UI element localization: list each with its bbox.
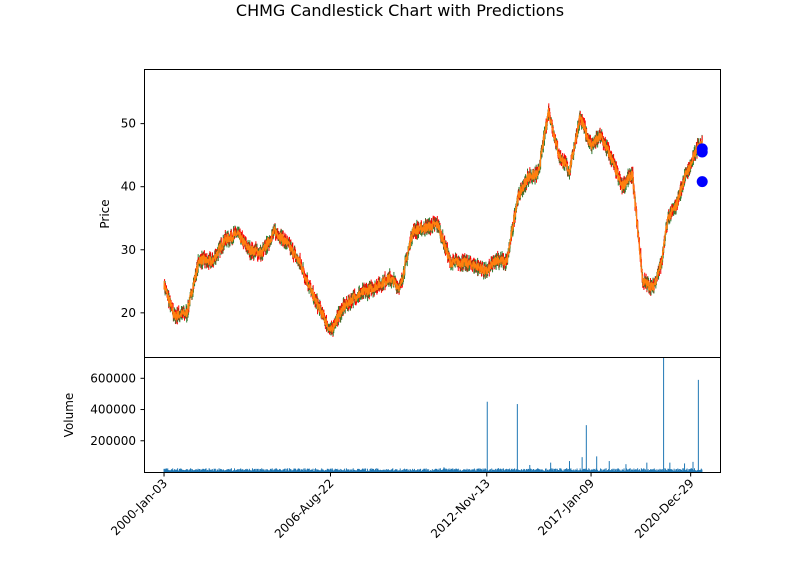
price-panel: 20 30 40 50 Price bbox=[98, 69, 721, 358]
price-axis-label: Price bbox=[98, 199, 112, 228]
price-y-tick-label: 50 bbox=[121, 117, 136, 131]
prediction-point bbox=[696, 176, 708, 188]
price-y-tick-label: 30 bbox=[121, 243, 136, 257]
price-y-axis: 20 30 40 50 bbox=[121, 117, 145, 320]
price-y-tick-label: 20 bbox=[121, 306, 136, 320]
chart-title: CHMG Candlestick Chart with Predictions bbox=[236, 1, 564, 20]
volume-y-axis: 200000 400000 600000 bbox=[90, 371, 145, 448]
close-price-line bbox=[163, 108, 703, 333]
volume-y-tick-label: 200000 bbox=[90, 434, 136, 448]
volume-plot-area bbox=[163, 358, 703, 472]
volume-bars bbox=[163, 358, 703, 472]
prediction-point bbox=[696, 146, 708, 158]
volume-panel-frame bbox=[144, 357, 721, 473]
price-plot-area bbox=[163, 103, 708, 337]
volume-panel: 200000 400000 600000 Volume bbox=[62, 357, 721, 473]
volume-y-tick-label: 600000 bbox=[90, 371, 136, 385]
volume-axis-label: Volume bbox=[62, 393, 76, 438]
volume-y-tick-label: 400000 bbox=[90, 403, 136, 417]
price-y-tick-label: 40 bbox=[121, 180, 136, 194]
